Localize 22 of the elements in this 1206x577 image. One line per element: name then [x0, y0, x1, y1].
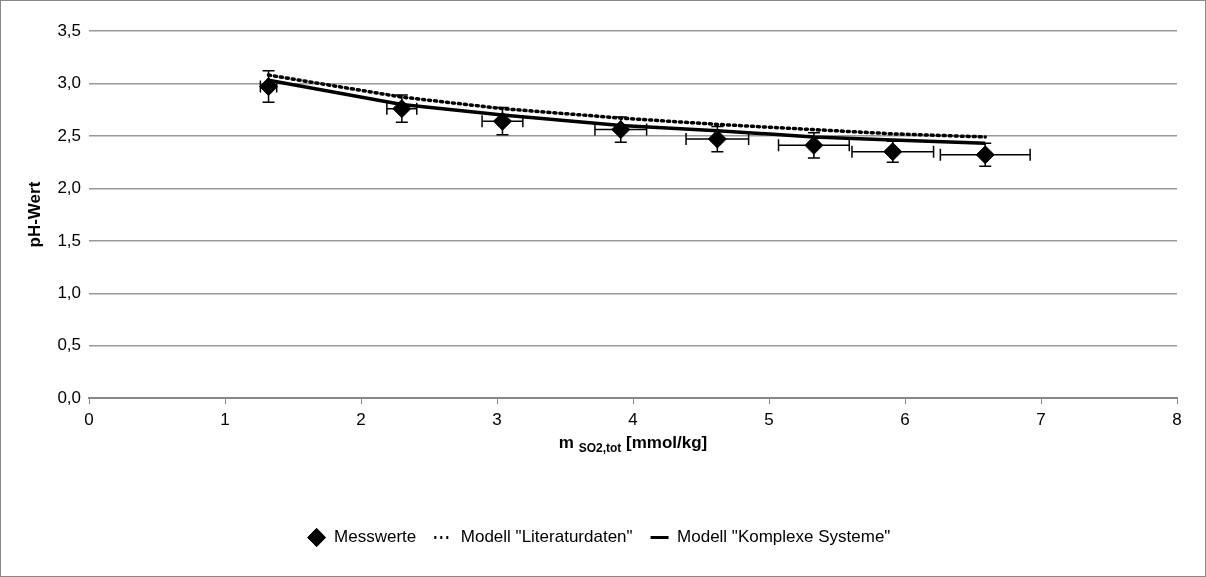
legend-label: Modell "Literaturdaten" [460, 527, 633, 547]
y-tick-label: 3,5 [57, 20, 82, 40]
y-tick-label: 2,0 [57, 178, 82, 198]
x-tick-label: 1 [220, 410, 230, 430]
x-tick-label: 6 [900, 410, 910, 430]
x-tick-label: 2 [356, 410, 366, 430]
x-tick-label: 8 [1172, 410, 1182, 430]
x-tick-label: 7 [1036, 410, 1046, 430]
x-tick-label: 3 [492, 410, 502, 430]
x-tick-label: 0 [84, 410, 94, 430]
y-tick-label: 1,0 [57, 282, 82, 302]
x-tick-label: 5 [764, 410, 774, 430]
legend-label: Modell "Komplexe Systeme" [677, 527, 891, 547]
y-axis-title: pH-Wert [24, 181, 44, 248]
y-tick-label: 2,5 [57, 125, 82, 145]
y-tick-label: 3,0 [57, 73, 82, 93]
x-axis-title: m SO2,tot [mmol/kg] [558, 433, 708, 456]
legend-label: Messwerte [334, 527, 417, 547]
y-tick-label: 0,5 [57, 335, 82, 355]
y-tick-label: 1,5 [57, 230, 82, 250]
y-tick-label: 0,0 [57, 387, 82, 407]
x-tick-label: 4 [628, 410, 638, 430]
